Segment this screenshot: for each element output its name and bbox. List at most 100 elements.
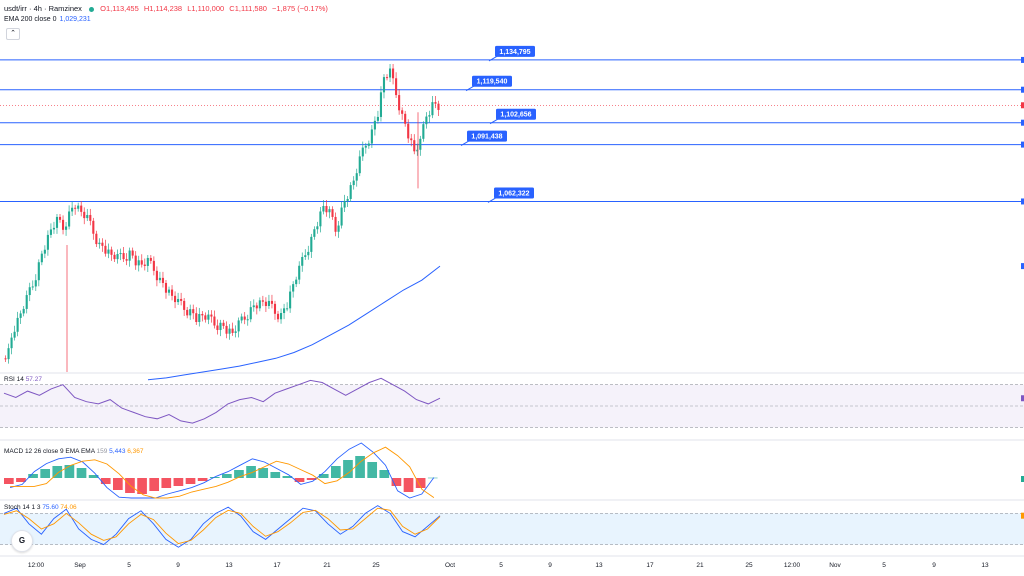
level-label-box: [496, 108, 536, 120]
candle-body: [373, 120, 376, 130]
candle-body: [43, 249, 46, 254]
x-tick-label: 9: [176, 562, 180, 569]
candle-body: [422, 124, 425, 139]
high-value: H1,114,238: [143, 4, 183, 13]
candle-body: [167, 289, 171, 293]
macd-histogram-bar: [355, 456, 365, 478]
candle-body: [204, 315, 207, 320]
candle-body: [298, 265, 301, 280]
macd-histogram-bar: [331, 466, 341, 478]
candle-body: [283, 308, 286, 314]
candle-body: [252, 305, 255, 308]
candle-body: [258, 300, 261, 309]
candle-body: [334, 216, 337, 232]
x-tick-label: 13: [981, 562, 989, 569]
change-value: −1,875 (−0.17%): [272, 4, 328, 13]
candle-body: [152, 260, 155, 271]
macd-histogram-bar: [149, 478, 160, 491]
x-tick-label: 13: [225, 562, 233, 569]
candle-body: [276, 313, 280, 320]
ema-value: 1,029,231: [59, 16, 91, 23]
candle-body: [428, 115, 431, 117]
candle-body: [267, 300, 270, 306]
macd-histogram-bar: [16, 478, 26, 482]
candle-body: [419, 138, 422, 150]
candle-body: [68, 211, 71, 227]
candle-body: [304, 255, 307, 257]
candle-body: [395, 78, 398, 96]
stoch-k-value: 75.60: [42, 504, 59, 511]
candle-body: [307, 251, 310, 256]
tv-logo-icon[interactable]: G: [11, 530, 33, 552]
price-scale-marker: [1021, 102, 1024, 109]
candle-body: [110, 249, 113, 255]
candle-body: [183, 300, 186, 310]
candle-body: [174, 295, 177, 303]
candle-body: [346, 198, 349, 201]
ema-legend[interactable]: EMA 200 close 0 1,029,231: [4, 16, 91, 23]
rsi-legend[interactable]: RSI 14 57.27: [4, 376, 42, 383]
price-scale-marker: [1021, 263, 1024, 270]
low-value: L1,110,000: [187, 4, 225, 13]
candle-body: [301, 256, 304, 266]
candle-body: [370, 129, 373, 144]
candle-body: [270, 300, 274, 304]
candle-body: [379, 92, 383, 117]
x-tick-label: 21: [696, 562, 704, 569]
macd-hist-value: 159: [96, 448, 108, 455]
candle-body: [246, 319, 249, 321]
candle-body: [19, 313, 22, 318]
candle-body: [322, 206, 325, 212]
candle-body: [201, 313, 204, 316]
candle-body: [95, 233, 98, 245]
candle-body: [407, 123, 410, 139]
macd-histogram-bar: [4, 478, 14, 484]
stoch-scale-marker: [1021, 512, 1024, 519]
candle-body: [349, 185, 352, 199]
candle-body: [180, 298, 183, 301]
candle-body: [413, 140, 416, 152]
candle-body: [216, 325, 219, 331]
candle-body: [28, 287, 31, 296]
x-tick-label: Sep: [74, 562, 86, 569]
macd-legend[interactable]: MACD 12 26 close 9 EMA EMA 159 5,443 6,3…: [4, 448, 144, 455]
candle-body: [264, 301, 267, 306]
candle-body: [46, 234, 49, 250]
candle-body: [234, 331, 237, 333]
candle-body: [310, 236, 313, 252]
rsi-label: RSI 14: [4, 376, 24, 383]
candle-body: [10, 337, 13, 349]
macd-histogram-bar: [282, 476, 293, 478]
candle-body: [158, 277, 161, 281]
macd-histogram-bar: [343, 460, 353, 478]
candle-body: [319, 211, 322, 227]
x-tick-label: 5: [499, 562, 503, 569]
x-tick-label: Nov: [829, 562, 841, 569]
level-label-box: [472, 75, 512, 87]
stoch-legend[interactable]: Stoch 14 1 3 75.60 74.06: [4, 504, 77, 511]
macd-histogram-bar: [391, 478, 402, 486]
collapse-legend-button[interactable]: ⌃: [6, 28, 20, 40]
candle-body: [367, 143, 370, 146]
x-tick-label: 12:00: [784, 562, 801, 569]
candle-body: [192, 309, 195, 314]
macd-label: MACD 12 26 close 9 EMA EMA: [4, 448, 95, 455]
macd-histogram-bar: [28, 474, 38, 478]
symbol-label[interactable]: usdt/irr · 4h · Ramzinex: [4, 4, 82, 13]
x-tick-label: 25: [372, 562, 380, 569]
stoch-k-line: [3, 505, 441, 548]
level-label-text: 1,091,438: [471, 134, 502, 141]
candle-body: [355, 173, 358, 181]
candle-body: [55, 216, 59, 228]
macd-histogram-bar: [379, 470, 390, 478]
candle-body: [149, 257, 152, 261]
macd-histogram-bar: [197, 478, 208, 481]
candle-body: [140, 260, 143, 265]
macd-signal-value: 6,367: [127, 448, 144, 455]
macd-histogram-bar: [306, 478, 317, 480]
candle-body: [143, 264, 146, 266]
candle-body: [104, 245, 107, 254]
candle-body: [16, 317, 19, 332]
candle-body: [13, 331, 16, 338]
